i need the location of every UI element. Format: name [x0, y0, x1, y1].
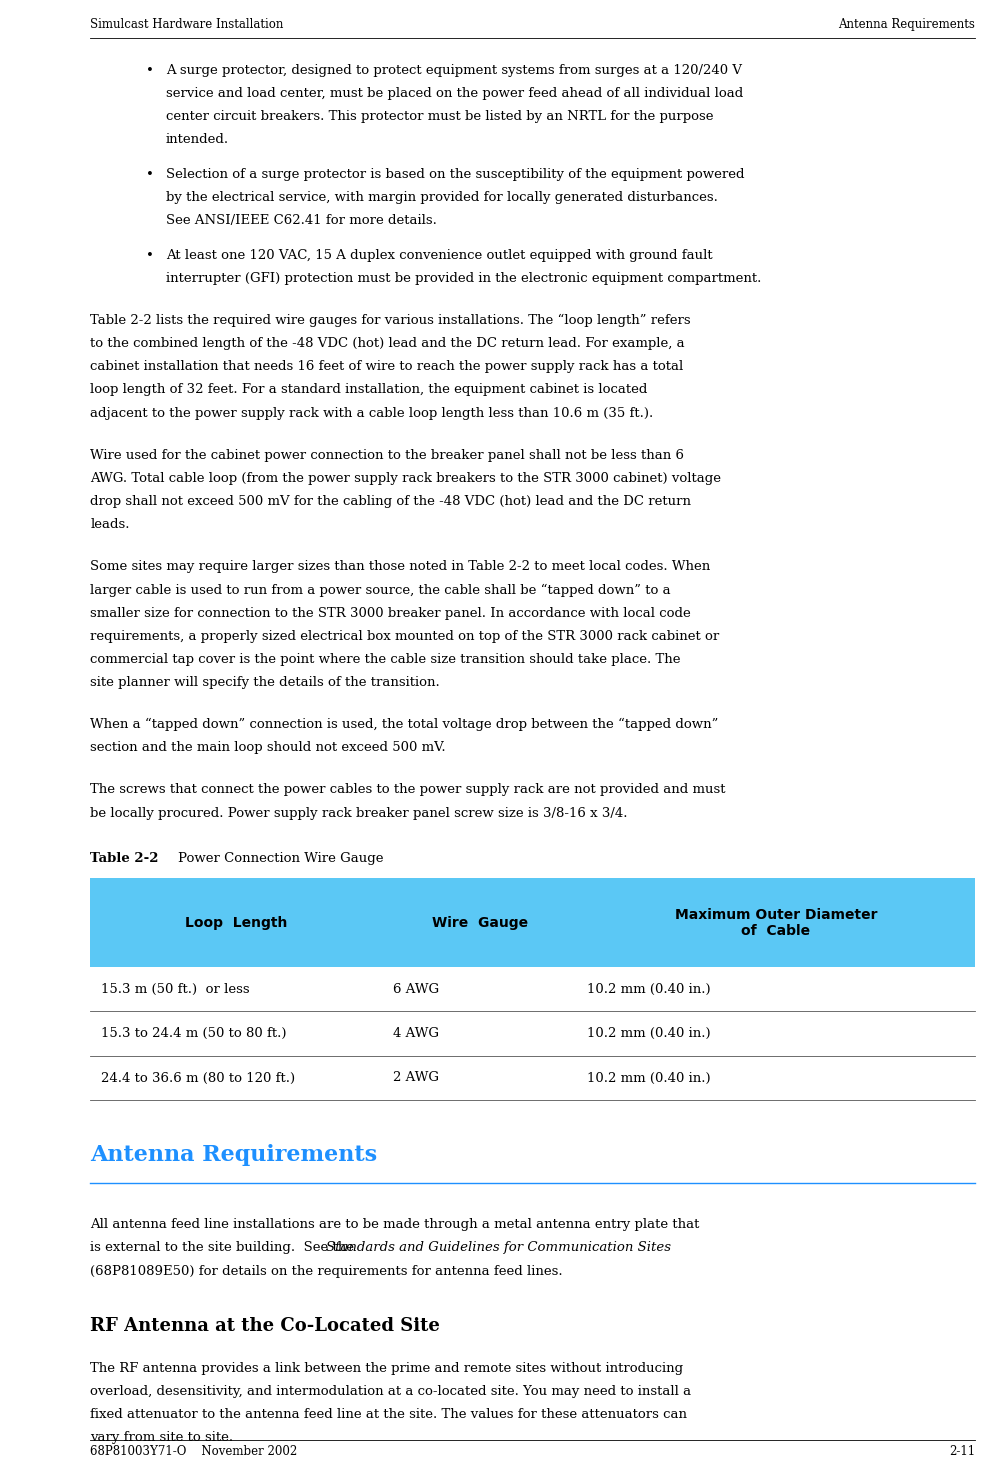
Text: commercial tap cover is the point where the cable size transition should take pl: commercial tap cover is the point where …	[90, 653, 681, 665]
Text: site planner will specify the details of the transition.: site planner will specify the details of…	[90, 675, 440, 689]
Text: At least one 120 VAC, 15 A duplex convenience outlet equipped with ground fault: At least one 120 VAC, 15 A duplex conven…	[166, 248, 713, 262]
Text: A surge protector, designed to protect equipment systems from surges at a 120/24: A surge protector, designed to protect e…	[166, 64, 742, 77]
Text: 15.3 to 24.4 m (50 to 80 ft.): 15.3 to 24.4 m (50 to 80 ft.)	[102, 1027, 286, 1041]
Text: Table 2-2 lists the required wire gauges for various installations. The “loop le: Table 2-2 lists the required wire gauges…	[90, 315, 691, 328]
Text: AWG. Total cable loop (from the power supply rack breakers to the STR 3000 cabin: AWG. Total cable loop (from the power su…	[90, 471, 722, 485]
Bar	[90, 1055, 975, 1100]
Text: Wire used for the cabinet power connection to the breaker panel shall not be les: Wire used for the cabinet power connecti…	[90, 449, 684, 461]
Text: 15.3 m (50 ft.)  or less: 15.3 m (50 ft.) or less	[102, 983, 249, 996]
Text: is external to the site building.  See the: is external to the site building. See th…	[90, 1242, 359, 1255]
Text: to the combined length of the -48 VDC (hot) lead and the DC return lead. For exa: to the combined length of the -48 VDC (h…	[90, 337, 685, 350]
Text: (68P81089E50) for details on the requirements for antenna feed lines.: (68P81089E50) for details on the require…	[90, 1265, 563, 1277]
Text: Wire  Gauge: Wire Gauge	[431, 916, 528, 930]
Text: be locally procured. Power supply rack breaker panel screw size is 3/8-16 x 3/4.: be locally procured. Power supply rack b…	[90, 807, 628, 820]
Text: The screws that connect the power cables to the power supply rack are not provid: The screws that connect the power cables…	[90, 783, 726, 797]
Text: Maximum Outer Diameter
of  Cable: Maximum Outer Diameter of Cable	[674, 907, 877, 939]
Text: loop length of 32 feet. For a standard installation, the equipment cabinet is lo: loop length of 32 feet. For a standard i…	[90, 383, 648, 396]
Text: larger cable is used to run from a power source, the cable shall be “tapped down: larger cable is used to run from a power…	[90, 584, 671, 597]
Text: 2 AWG: 2 AWG	[393, 1072, 439, 1085]
Text: RF Antenna at the Co-Located Site: RF Antenna at the Co-Located Site	[90, 1317, 440, 1335]
Text: service and load center, must be placed on the power feed ahead of all individua: service and load center, must be placed …	[166, 87, 743, 99]
Text: vary from site to site.: vary from site to site.	[90, 1431, 233, 1444]
Text: 10.2 mm (0.40 in.): 10.2 mm (0.40 in.)	[588, 1072, 712, 1085]
Text: •: •	[146, 248, 154, 262]
Text: Loop  Length: Loop Length	[185, 916, 287, 930]
Text: intended.: intended.	[166, 133, 229, 146]
Text: requirements, a properly sized electrical box mounted on top of the STR 3000 rac: requirements, a properly sized electrica…	[90, 630, 720, 643]
Text: drop shall not exceed 500 mV for the cabling of the -48 VDC (hot) lead and the D: drop shall not exceed 500 mV for the cab…	[90, 495, 691, 508]
Text: Antenna Requirements: Antenna Requirements	[838, 18, 975, 31]
Text: Power Connection Wire Gauge: Power Connection Wire Gauge	[161, 851, 383, 865]
Text: 24.4 to 36.6 m (80 to 120 ft.): 24.4 to 36.6 m (80 to 120 ft.)	[102, 1072, 295, 1085]
Text: interrupter (GFI) protection must be provided in the electronic equipment compar: interrupter (GFI) protection must be pro…	[166, 272, 761, 285]
Text: When a “tapped down” connection is used, the total voltage drop between the “tap: When a “tapped down” connection is used,…	[90, 718, 719, 732]
Text: center circuit breakers. This protector must be listed by an NRTL for the purpos: center circuit breakers. This protector …	[166, 109, 714, 123]
Text: section and the main loop should not exceed 500 mV.: section and the main loop should not exc…	[90, 740, 446, 754]
Text: fixed attenuator to the antenna feed line at the site. The values for these atte: fixed attenuator to the antenna feed lin…	[90, 1407, 687, 1420]
Bar	[90, 1011, 975, 1055]
Text: Simulcast Hardware Installation: Simulcast Hardware Installation	[90, 18, 283, 31]
Text: by the electrical service, with margin provided for locally generated disturbanc: by the electrical service, with margin p…	[166, 191, 718, 204]
Bar	[90, 878, 975, 967]
Text: leads.: leads.	[90, 519, 130, 531]
Text: 10.2 mm (0.40 in.): 10.2 mm (0.40 in.)	[588, 1027, 712, 1041]
Text: •: •	[146, 167, 154, 180]
Text: Table 2-2: Table 2-2	[90, 851, 159, 865]
Text: 10.2 mm (0.40 in.): 10.2 mm (0.40 in.)	[588, 983, 712, 996]
Text: overload, desensitivity, and intermodulation at a co-located site. You may need : overload, desensitivity, and intermodula…	[90, 1385, 691, 1398]
Text: 68P81003Y71-O    November 2002: 68P81003Y71-O November 2002	[90, 1445, 297, 1459]
Text: Selection of a surge protector is based on the susceptibility of the equipment p: Selection of a surge protector is based …	[166, 167, 745, 180]
Text: •: •	[146, 64, 154, 77]
Text: Antenna Requirements: Antenna Requirements	[90, 1144, 378, 1166]
Text: 6 AWG: 6 AWG	[393, 983, 439, 996]
Text: See ANSI/IEEE C62.41 for more details.: See ANSI/IEEE C62.41 for more details.	[166, 214, 437, 228]
Bar	[90, 967, 975, 1011]
Text: Some sites may require larger sizes than those noted in Table 2-2 to meet local : Some sites may require larger sizes than…	[90, 560, 711, 573]
Text: All antenna feed line installations are to be made through a metal antenna entry: All antenna feed line installations are …	[90, 1218, 699, 1231]
Text: adjacent to the power supply rack with a cable loop length less than 10.6 m (35 : adjacent to the power supply rack with a…	[90, 406, 653, 420]
Text: Standards and Guidelines for Communication Sites: Standards and Guidelines for Communicati…	[326, 1242, 671, 1255]
Text: cabinet installation that needs 16 feet of wire to reach the power supply rack h: cabinet installation that needs 16 feet …	[90, 361, 683, 374]
Text: 2-11: 2-11	[949, 1445, 975, 1459]
Text: 4 AWG: 4 AWG	[393, 1027, 439, 1041]
Text: The RF antenna provides a link between the prime and remote sites without introd: The RF antenna provides a link between t…	[90, 1361, 683, 1375]
Text: smaller size for connection to the STR 3000 breaker panel. In accordance with lo: smaller size for connection to the STR 3…	[90, 606, 691, 619]
